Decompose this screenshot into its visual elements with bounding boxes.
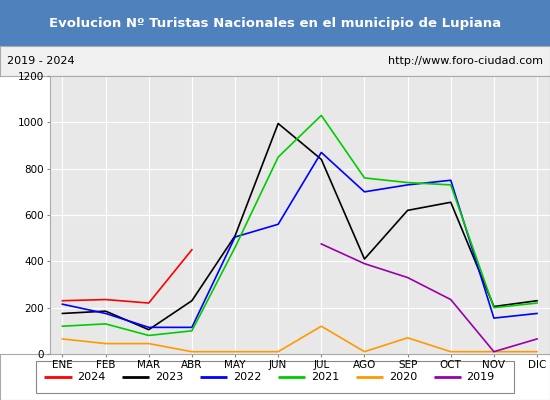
Text: 2022: 2022 — [233, 372, 261, 382]
Bar — [36, 361, 514, 393]
Text: Evolucion Nº Turistas Nacionales en el municipio de Lupiana: Evolucion Nº Turistas Nacionales en el m… — [49, 16, 501, 30]
Text: 2024: 2024 — [77, 372, 106, 382]
Text: http://www.foro-ciudad.com: http://www.foro-ciudad.com — [388, 56, 543, 66]
Text: 2019 - 2024: 2019 - 2024 — [7, 56, 74, 66]
Text: 2020: 2020 — [389, 372, 417, 382]
Text: 2023: 2023 — [155, 372, 183, 382]
Text: 2021: 2021 — [311, 372, 339, 382]
Text: 2019: 2019 — [466, 372, 495, 382]
